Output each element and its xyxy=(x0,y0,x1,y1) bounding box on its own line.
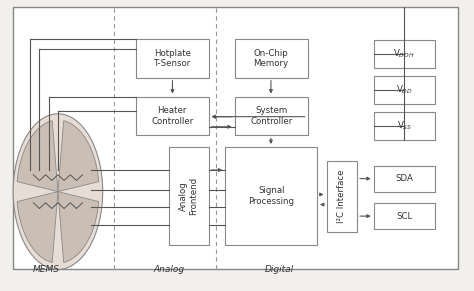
Bar xyxy=(374,203,435,229)
Bar xyxy=(136,39,209,78)
Text: On-Chip
Memory: On-Chip Memory xyxy=(254,49,289,68)
Text: SCL: SCL xyxy=(396,212,412,221)
Polygon shape xyxy=(58,191,99,262)
Text: V$_{DD}$: V$_{DD}$ xyxy=(396,84,413,96)
Bar xyxy=(136,97,209,135)
Bar xyxy=(374,40,435,68)
Text: V$_{DDH}$: V$_{DDH}$ xyxy=(393,48,415,60)
Bar xyxy=(169,147,209,245)
Text: System
Controller: System Controller xyxy=(250,106,292,126)
Polygon shape xyxy=(17,121,58,191)
Text: Digital: Digital xyxy=(265,265,294,274)
Bar xyxy=(235,97,308,135)
Text: SDA: SDA xyxy=(395,174,413,183)
Bar xyxy=(225,147,317,245)
Bar xyxy=(374,112,435,140)
Text: Analog: Analog xyxy=(153,265,184,274)
Bar xyxy=(374,166,435,191)
Text: Heater
Controller: Heater Controller xyxy=(151,106,193,126)
Text: I²C Interface: I²C Interface xyxy=(337,170,346,223)
Bar xyxy=(235,39,308,78)
Polygon shape xyxy=(58,121,99,191)
Bar xyxy=(374,76,435,104)
Polygon shape xyxy=(17,191,58,262)
Text: Signal
Processing: Signal Processing xyxy=(248,186,294,206)
Text: MEMS: MEMS xyxy=(33,265,60,274)
Text: V$_{SS}$: V$_{SS}$ xyxy=(397,120,412,132)
Ellipse shape xyxy=(13,114,103,269)
Text: Analog
Frontend: Analog Frontend xyxy=(179,177,199,215)
Bar xyxy=(327,161,357,232)
Text: Hotplate
T-Sensor: Hotplate T-Sensor xyxy=(154,49,191,68)
